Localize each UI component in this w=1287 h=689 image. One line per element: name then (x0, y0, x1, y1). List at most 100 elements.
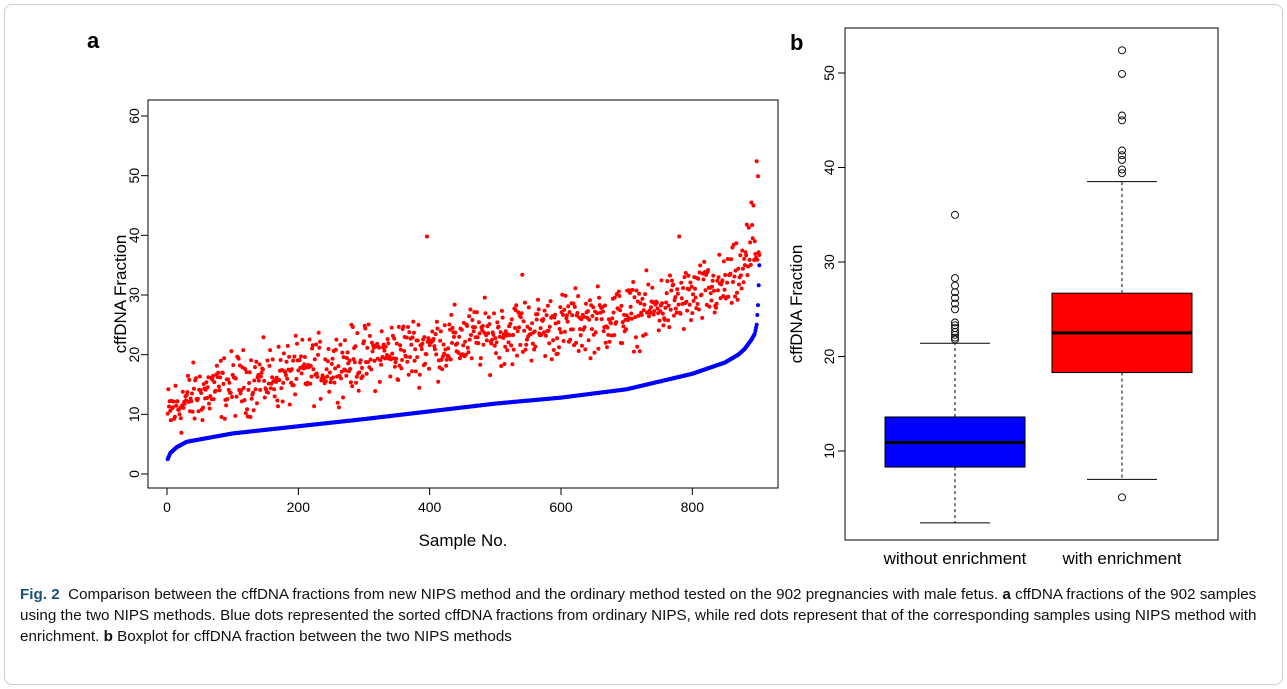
red-point (620, 320, 625, 325)
red-point (243, 411, 248, 416)
red-point (748, 240, 753, 245)
red-point (440, 354, 445, 359)
red-point (435, 326, 440, 331)
red-point (545, 303, 550, 308)
red-point (270, 357, 275, 362)
red-point (745, 273, 750, 278)
red-point (308, 363, 313, 368)
red-point (668, 307, 673, 312)
red-point (431, 336, 436, 341)
red-point (293, 333, 298, 338)
red-point (363, 326, 368, 331)
red-point (249, 358, 254, 363)
red-point (725, 257, 730, 261)
red-point (410, 335, 415, 340)
outlier-point (951, 318, 959, 327)
red-point (516, 310, 521, 315)
red-point (735, 297, 740, 302)
red-point (333, 366, 338, 371)
red-point (738, 253, 743, 258)
outlier-point (1118, 169, 1126, 178)
red-point (666, 318, 670, 323)
red-point (712, 310, 717, 315)
red-point (335, 400, 340, 405)
red-point (530, 341, 535, 346)
red-point (588, 356, 593, 361)
red-point (365, 345, 370, 350)
red-point (409, 369, 414, 374)
red-point (446, 346, 451, 351)
red-point (242, 398, 247, 403)
red-point (254, 359, 259, 364)
red-point (262, 378, 267, 383)
red-point (578, 333, 583, 338)
red-point (534, 317, 539, 322)
red-point (744, 253, 749, 258)
y-tick-label: 0 (126, 470, 142, 478)
red-point (635, 344, 640, 349)
red-point (616, 289, 621, 294)
red-point (561, 312, 565, 317)
red-point (192, 416, 197, 421)
red-point (415, 355, 420, 360)
caption-text-2: cffDNA fractions of the 902 samples usin… (20, 586, 1257, 645)
red-point (444, 357, 449, 362)
red-point (307, 337, 312, 342)
red-point (327, 389, 332, 394)
red-point (413, 369, 418, 374)
red-point (450, 325, 455, 330)
red-point (675, 287, 680, 292)
red-point (737, 282, 741, 287)
red-point (412, 358, 417, 363)
red-point (392, 364, 397, 369)
red-point (518, 342, 523, 347)
red-point (211, 397, 216, 402)
red-point (489, 341, 494, 346)
red-point (394, 341, 399, 346)
red-point (582, 325, 587, 330)
red-point (308, 381, 313, 386)
red-point (522, 328, 527, 333)
red-point (345, 350, 350, 355)
red-point (684, 299, 689, 304)
red-point (341, 395, 345, 400)
red-point (603, 340, 608, 345)
red-point (509, 343, 514, 348)
red-point (575, 311, 580, 315)
red-point (433, 332, 438, 337)
red-point (253, 387, 258, 392)
red-point (637, 349, 642, 354)
red-point (201, 405, 206, 410)
red-point (325, 359, 330, 364)
red-point (533, 344, 538, 349)
red-point (667, 325, 672, 330)
red-point (465, 323, 470, 328)
red-point (587, 298, 592, 303)
red-point (270, 375, 275, 380)
red-point (491, 332, 496, 337)
figure-frame (4, 4, 1283, 685)
red-point (691, 298, 696, 303)
red-point (393, 360, 398, 365)
red-point (706, 268, 711, 272)
red-point (247, 381, 252, 385)
red-point (248, 415, 253, 419)
red-point (427, 366, 431, 371)
red-point (721, 259, 726, 264)
red-point (456, 350, 461, 355)
red-point (436, 379, 441, 384)
red-point (392, 336, 397, 341)
red-point (312, 357, 317, 362)
red-point (424, 352, 429, 357)
red-point (526, 305, 531, 310)
red-point (333, 347, 338, 352)
panel-a-label: a (87, 28, 100, 53)
red-point (413, 347, 418, 352)
red-point (174, 403, 179, 408)
red-point (471, 329, 476, 334)
red-point (350, 325, 355, 329)
red-point (219, 415, 224, 419)
red-point (216, 384, 221, 389)
red-point (251, 408, 256, 413)
red-point (423, 361, 428, 366)
